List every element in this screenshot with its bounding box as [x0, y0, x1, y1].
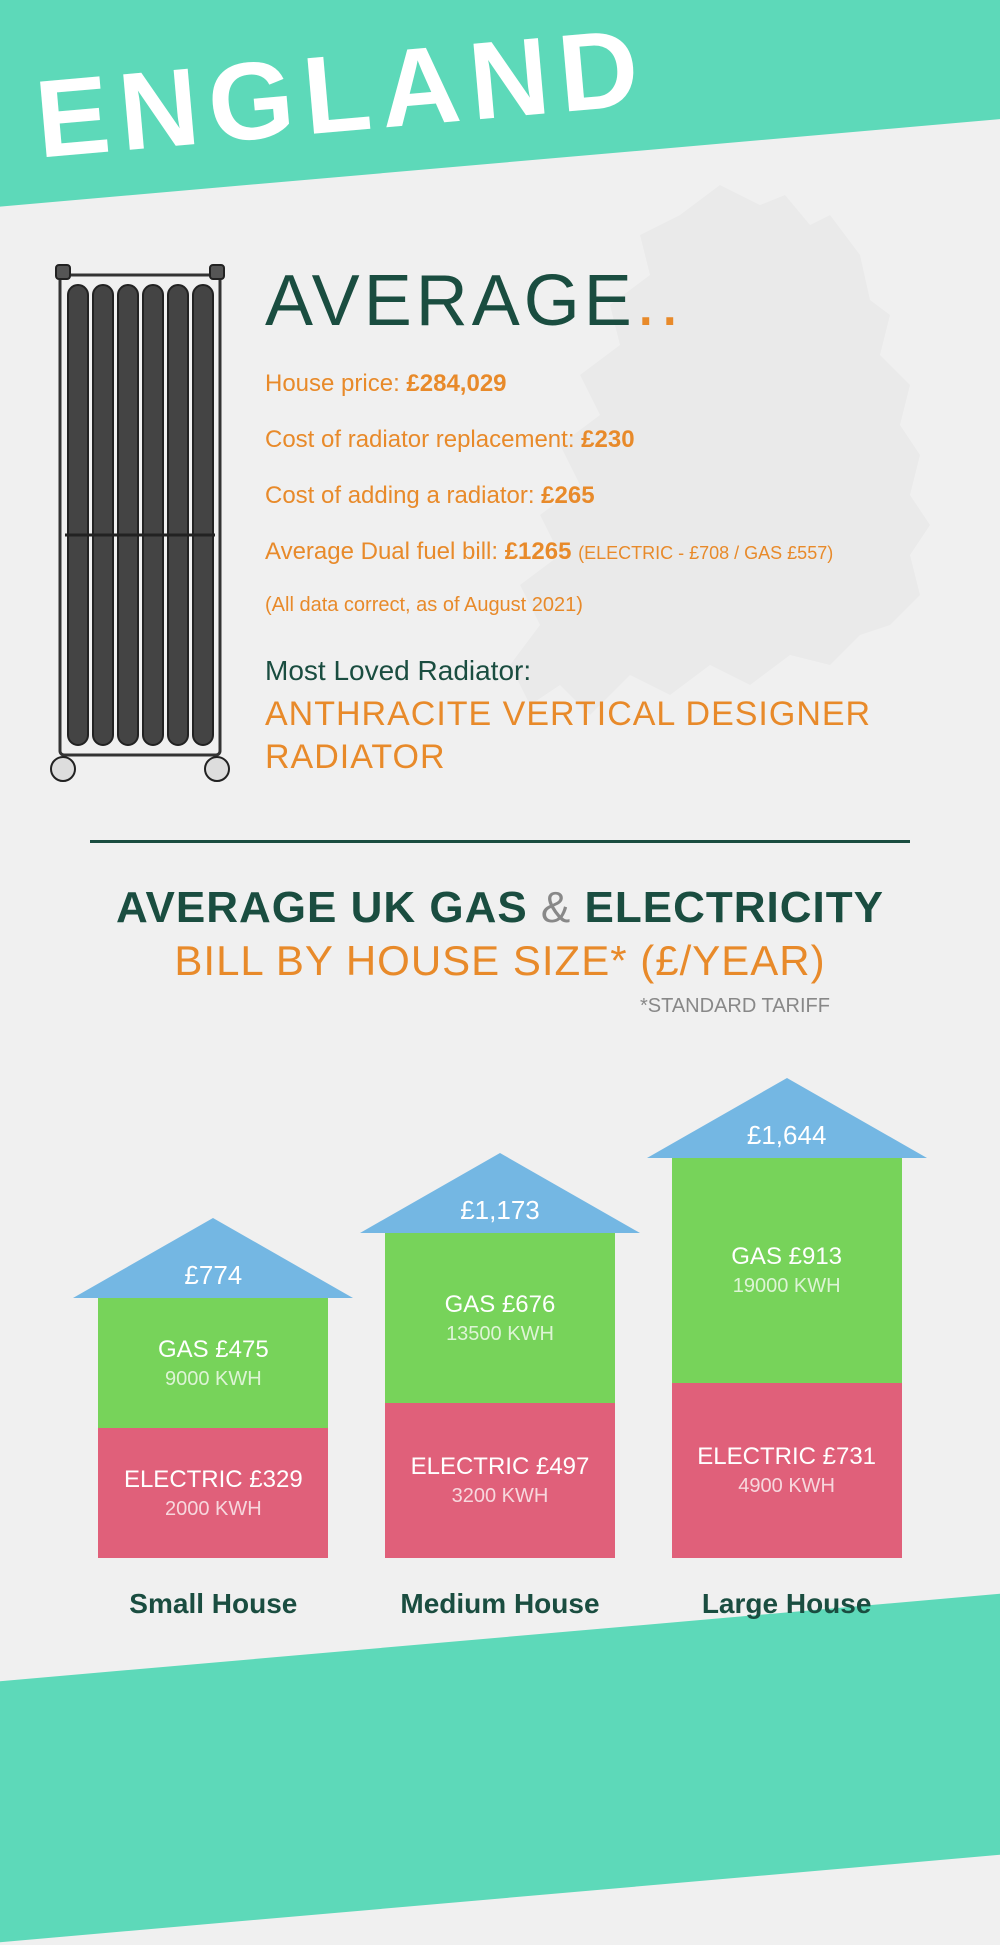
- stat-label: Average Dual fuel bill:: [265, 538, 505, 565]
- stat-value: £265: [541, 482, 594, 509]
- stat-line: Cost of adding a radiator: £265: [265, 482, 950, 510]
- chart-title-amp: &: [541, 883, 571, 932]
- house-column: £1,644 GAS £913 19000 KWH ELECTRIC £731 4900…: [647, 1078, 927, 1620]
- electric-label: ELECTRIC £497: [411, 1453, 590, 1481]
- stat-label: House price:: [265, 370, 406, 397]
- house-roof: £1,644: [647, 1078, 927, 1158]
- electric-kwh: 4900 KWH: [738, 1475, 835, 1498]
- average-text: AVERAGE: [265, 261, 636, 341]
- chart-title-part1: AVERAGE UK GAS: [116, 883, 541, 932]
- house-roof: £1,173: [360, 1153, 640, 1233]
- stat-sub: (ELECTRIC - £708 / GAS £557): [578, 543, 833, 563]
- gas-segment: GAS £676 13500 KWH: [385, 1233, 615, 1403]
- house-chart: £774 GAS £475 9000 KWH ELECTRIC £329 2000 KW…: [50, 1078, 950, 1620]
- chart-title-part2: ELECTRICITY: [571, 883, 884, 932]
- most-loved-name: ANTHRACITE VERTICAL DESIGNER RADIATOR: [265, 693, 950, 778]
- heading-dots: ..: [636, 261, 684, 341]
- stat-line: House price: £284,029: [265, 370, 950, 398]
- electric-label: ELECTRIC £731: [697, 1443, 876, 1471]
- stat-value: £284,029: [406, 370, 506, 397]
- gas-label: GAS £913: [731, 1243, 842, 1271]
- gas-segment: GAS £913 19000 KWH: [672, 1158, 902, 1383]
- gas-label: GAS £475: [158, 1336, 269, 1364]
- house-label: Medium House: [400, 1588, 599, 1620]
- house-total: £1,644: [687, 1120, 887, 1151]
- stats-block: AVERAGE.. House price: £284,029 Cost of r…: [265, 225, 950, 785]
- most-loved-label: Most Loved Radiator:: [265, 655, 950, 687]
- house-label: Small House: [129, 1588, 297, 1620]
- hero-section: AVERAGE.. House price: £284,029 Cost of r…: [50, 225, 950, 785]
- electric-segment: ELECTRIC £731 4900 KWH: [672, 1383, 902, 1558]
- house-column: £774 GAS £475 9000 KWH ELECTRIC £329 2000 KW…: [73, 1218, 353, 1620]
- electric-segment: ELECTRIC £329 2000 KWH: [98, 1428, 328, 1558]
- data-note: (All data correct, as of August 2021): [265, 594, 950, 617]
- electric-kwh: 2000 KWH: [165, 1498, 262, 1521]
- stat-value: £230: [581, 426, 634, 453]
- bottom-accent-band: [0, 1591, 1000, 1945]
- tariff-note: *STANDARD TARIFF: [50, 995, 950, 1018]
- gas-kwh: 13500 KWH: [446, 1323, 554, 1346]
- stat-label: Cost of adding a radiator:: [265, 482, 541, 509]
- house-total: £1,173: [400, 1195, 600, 1226]
- main-content: AVERAGE.. House price: £284,029 Cost of r…: [0, 225, 1000, 1620]
- gas-kwh: 19000 KWH: [733, 1275, 841, 1298]
- stat-label: Cost of radiator replacement:: [265, 426, 581, 453]
- section-divider: [90, 840, 910, 843]
- house-roof: £774: [73, 1218, 353, 1298]
- electric-label: ELECTRIC £329: [124, 1466, 303, 1494]
- gas-label: GAS £676: [445, 1291, 556, 1319]
- gas-kwh: 9000 KWH: [165, 1368, 262, 1391]
- stat-line: Cost of radiator replacement: £230: [265, 426, 950, 454]
- average-heading: AVERAGE..: [265, 260, 950, 342]
- chart-subtitle: BILL BY HOUSE SIZE* (£/YEAR): [50, 937, 950, 985]
- house-total: £774: [113, 1260, 313, 1291]
- house-label: Large House: [702, 1588, 872, 1620]
- house-column: £1,173 GAS £676 13500 KWH ELECTRIC £497 3200…: [360, 1153, 640, 1620]
- stat-lines: House price: £284,029 Cost of radiator re…: [265, 370, 950, 566]
- radiator-illustration: [50, 255, 230, 785]
- stat-value: £1265: [505, 538, 578, 565]
- electric-kwh: 3200 KWH: [452, 1485, 549, 1508]
- chart-title: AVERAGE UK GAS & ELECTRICITY BILL BY HOU…: [50, 883, 950, 985]
- gas-segment: GAS £475 9000 KWH: [98, 1298, 328, 1428]
- stat-line: Average Dual fuel bill: £1265 (ELECTRIC …: [265, 538, 950, 566]
- electric-segment: ELECTRIC £497 3200 KWH: [385, 1403, 615, 1558]
